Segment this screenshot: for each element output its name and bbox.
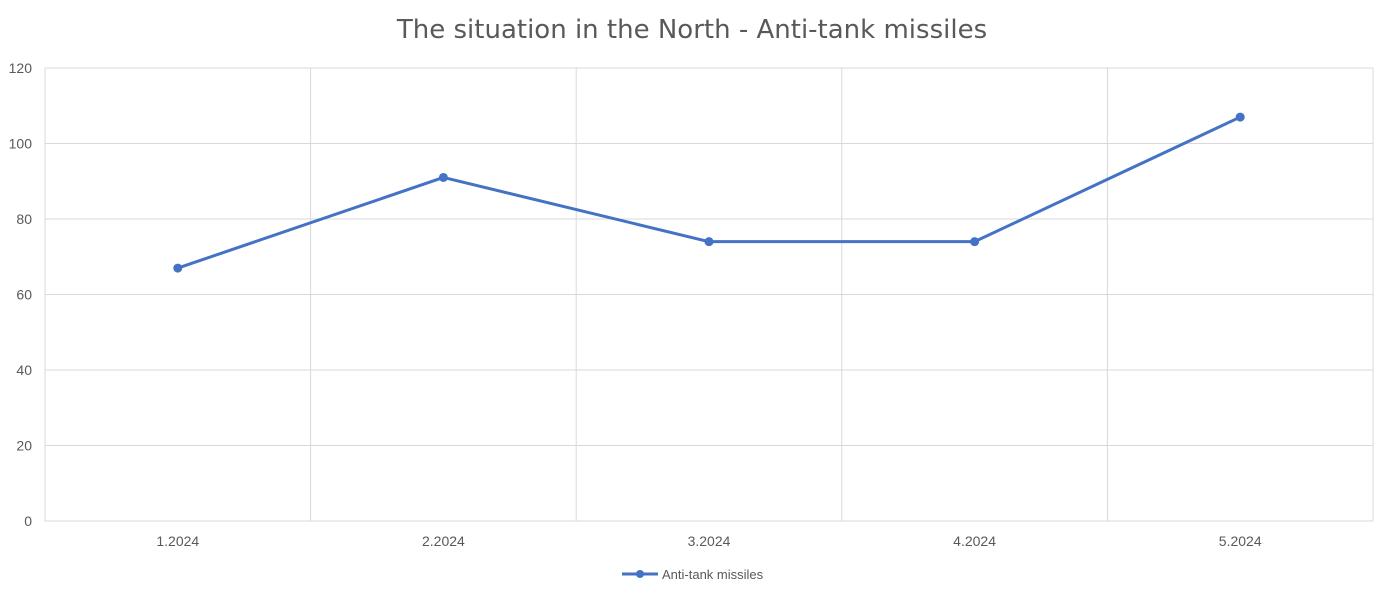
data-point xyxy=(438,172,448,182)
x-tick-label: 1.2024 xyxy=(156,533,199,549)
legend-label: Anti-tank missiles xyxy=(662,567,764,582)
data-point xyxy=(1235,112,1245,122)
y-tick-label: 60 xyxy=(16,287,32,303)
grid xyxy=(44,67,1374,522)
x-axis-ticks: 1.2024 2.2024 3.2024 4.2024 5.2024 xyxy=(156,533,1261,549)
legend: Anti-tank missiles xyxy=(622,567,764,582)
y-tick-label: 100 xyxy=(9,136,33,152)
series xyxy=(173,112,1245,273)
x-tick-label: 2.2024 xyxy=(422,533,465,549)
y-axis-ticks: 0 20 40 60 80 100 120 xyxy=(9,60,33,529)
data-point xyxy=(704,237,714,247)
y-tick-label: 40 xyxy=(16,362,32,378)
data-point xyxy=(173,263,183,273)
y-tick-label: 0 xyxy=(24,513,32,529)
chart-title: The situation in the North - Anti-tank m… xyxy=(396,15,987,45)
x-tick-label: 5.2024 xyxy=(1219,533,1262,549)
legend-marker-icon xyxy=(636,570,644,578)
y-tick-label: 20 xyxy=(16,438,32,454)
x-tick-label: 3.2024 xyxy=(688,533,731,549)
y-tick-label: 120 xyxy=(9,60,33,76)
x-tick-label: 4.2024 xyxy=(953,533,996,549)
y-tick-label: 80 xyxy=(16,211,32,227)
data-point xyxy=(970,237,980,247)
